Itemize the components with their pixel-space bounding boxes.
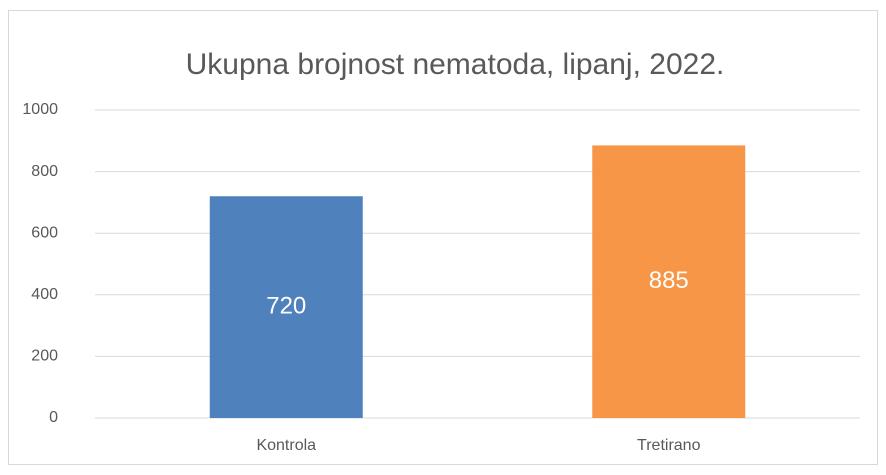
y-tick-label: 600 — [31, 224, 58, 241]
x-tick-label: Kontrola — [256, 437, 316, 454]
y-tick-label: 0 — [49, 409, 58, 426]
y-tick-label: 400 — [31, 286, 58, 303]
chart-title: Ukupna brojnost nematoda, lipanj, 2022. — [186, 48, 725, 81]
bar — [209, 196, 363, 418]
x-tick-label: Tretirano — [637, 437, 701, 454]
bar — [592, 145, 746, 419]
y-tick-label: 1000 — [22, 101, 58, 118]
data-label: 885 — [649, 267, 689, 294]
data-label: 720 — [266, 292, 306, 319]
y-tick-label: 800 — [31, 163, 58, 180]
y-tick-label: 200 — [31, 348, 58, 365]
